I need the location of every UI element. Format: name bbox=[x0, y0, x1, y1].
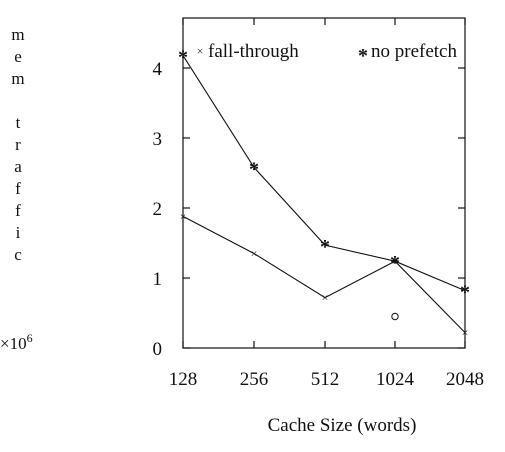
x-tick-label: 512 bbox=[311, 369, 340, 390]
x-tick-label: 2048 bbox=[446, 369, 484, 390]
y-axis-unit-exponent: 6 bbox=[27, 331, 33, 345]
point-no-prefetch: * bbox=[320, 236, 330, 258]
point-fall-through: × bbox=[462, 326, 469, 340]
y-tick-label: 2 bbox=[153, 199, 163, 220]
legend-label-no-prefetch: no prefetch bbox=[371, 41, 457, 62]
y-axis-unit: ×106 bbox=[0, 331, 33, 353]
y-axis-label-letter: t bbox=[16, 113, 21, 132]
y-axis-label-letter: m bbox=[11, 69, 24, 88]
y-axis-label-letter: f bbox=[15, 179, 21, 198]
legend: × fall-through * no prefetch bbox=[197, 41, 458, 67]
y-axis: 0 1 2 3 4 bbox=[153, 59, 465, 360]
y-axis-label-letter: r bbox=[15, 135, 21, 154]
y-axis-label-letter: a bbox=[14, 157, 22, 176]
series-lines bbox=[182, 55, 466, 333]
y-tick-label: 3 bbox=[153, 129, 163, 150]
point-no-prefetch: * bbox=[460, 282, 470, 304]
point-fall-through: × bbox=[180, 209, 187, 223]
y-axis-unit-base: ×10 bbox=[0, 334, 27, 353]
y-axis-label-letter: i bbox=[16, 223, 21, 242]
point-fall-through: × bbox=[251, 247, 258, 261]
plot-frame bbox=[182, 17, 466, 349]
x-axis-label: Cache Size (words) bbox=[268, 415, 417, 436]
legend-marker-no-prefetch: * bbox=[358, 45, 368, 67]
y-axis-label-letter: m bbox=[11, 25, 24, 44]
x-tick-label: 1024 bbox=[376, 369, 415, 390]
point-no-prefetch: * bbox=[249, 158, 259, 180]
y-axis-label-letter: f bbox=[15, 201, 21, 220]
x-tick-label: 128 bbox=[169, 369, 198, 390]
legend-label-fall-through: fall-through bbox=[208, 41, 299, 62]
series-markers: ×××××***** bbox=[178, 46, 470, 339]
legend-marker-fall-through: × bbox=[197, 44, 204, 58]
point-fall-through: × bbox=[322, 291, 329, 305]
y-tick-label: 0 bbox=[153, 339, 163, 360]
y-axis-label-letter: e bbox=[14, 47, 22, 66]
y-axis-label-letter: c bbox=[14, 245, 22, 264]
x-tick-label: 256 bbox=[240, 369, 269, 390]
point-circle bbox=[391, 312, 399, 321]
series-line-fall-through bbox=[182, 215, 466, 333]
series-line-no-prefetch bbox=[182, 55, 466, 292]
x-axis: 128 256 512 1024 2048 bbox=[169, 18, 484, 390]
point-fall-through: × bbox=[392, 254, 399, 268]
point-no-prefetch: * bbox=[178, 46, 188, 68]
point-no-prefetch: * bbox=[390, 252, 400, 274]
y-tick-label: 1 bbox=[153, 269, 163, 290]
y-tick-label: 4 bbox=[153, 59, 163, 80]
extra-points bbox=[391, 312, 399, 321]
